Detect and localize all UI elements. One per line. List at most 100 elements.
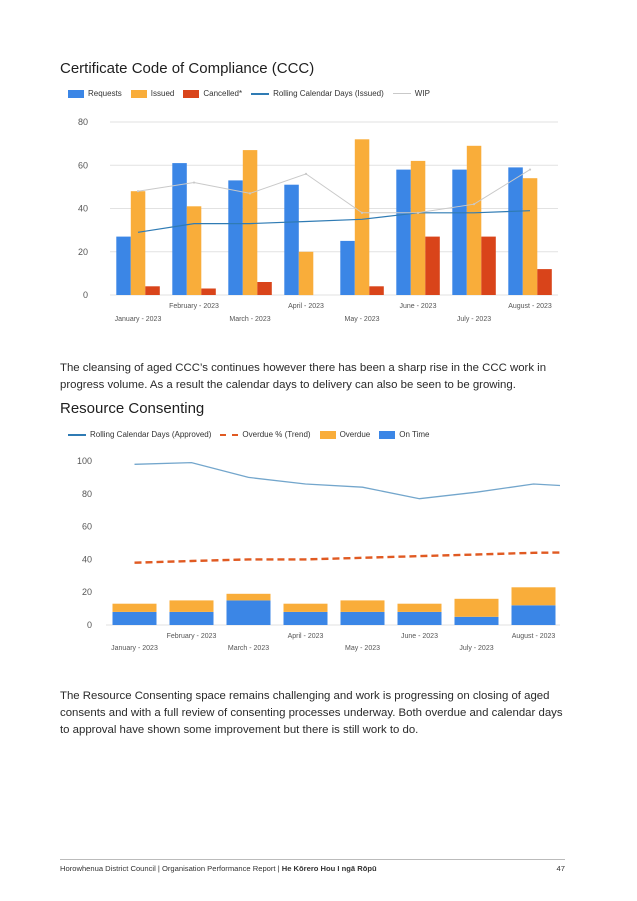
footer-text: Horowhenua District Council | Organisati… xyxy=(60,864,377,873)
x-tick-label: April - 2023 xyxy=(288,633,324,640)
on-time-bar xyxy=(112,611,157,625)
y-tick-label: 60 xyxy=(78,160,88,170)
x-tick-label: March - 2023 xyxy=(229,316,270,323)
y-tick-label: 80 xyxy=(78,117,88,127)
legend-issued: Issued xyxy=(130,89,174,98)
y-tick-label: 40 xyxy=(78,204,88,214)
on-time-bar xyxy=(283,611,328,625)
overdue-bar xyxy=(283,603,328,612)
y-tick-label: 40 xyxy=(82,554,92,564)
y-tick-label: 80 xyxy=(82,489,92,499)
rc-chart: 0 20 40 60 80 100 January - 2023 February - 202… xyxy=(77,456,560,652)
overdue-trend-swatch xyxy=(220,433,239,436)
on-time-bar xyxy=(511,605,556,625)
x-tick-label: April - 2023 xyxy=(288,303,324,310)
x-tick-label: July - 2023 xyxy=(457,316,491,323)
wip-point xyxy=(472,203,476,206)
wip-point xyxy=(416,211,420,214)
cancelled-bar xyxy=(537,269,552,295)
legend-overdue: Overdue xyxy=(319,430,370,439)
y-tick-label: 20 xyxy=(78,247,88,257)
x-tick-label: January - 2023 xyxy=(111,645,158,652)
x-tick-label: August - 2023 xyxy=(512,633,556,640)
issued-bar xyxy=(130,191,146,295)
wip-point xyxy=(248,192,252,195)
legend-ontime: On Time xyxy=(379,430,429,439)
wip-point xyxy=(192,181,196,184)
rolling-issued-swatch xyxy=(251,92,270,95)
requests-bar xyxy=(172,163,187,295)
requests-bar xyxy=(508,167,523,295)
requests-bar xyxy=(340,240,355,295)
legend-overdue-trend: Overdue % (Trend) xyxy=(220,430,311,439)
cancelled-bar xyxy=(369,286,384,295)
legend-rolling-approved: Rolling Calendar Days (Approved) xyxy=(68,430,211,439)
legend-wip: WIP xyxy=(392,89,430,98)
overdue-bar xyxy=(169,600,214,612)
wip-point xyxy=(136,190,140,193)
overdue-trend-line xyxy=(134,551,560,564)
page-number: 47 xyxy=(556,864,565,873)
legend-requests: Requests xyxy=(68,89,122,98)
wip-swatch xyxy=(392,93,411,94)
x-tick-label: February - 2023 xyxy=(167,633,217,640)
overdue-bar xyxy=(511,587,556,606)
cancelled-bar xyxy=(257,282,272,295)
cancelled-swatch xyxy=(183,89,200,98)
cancelled-bar xyxy=(425,236,440,295)
requests-bar xyxy=(228,180,243,295)
requests-swatch xyxy=(68,89,84,98)
x-tick-label: June - 2023 xyxy=(400,303,437,310)
page-footer: Horowhenua District Council | Organisati… xyxy=(60,859,565,873)
rc-paragraph: The Resource Consenting space remains ch… xyxy=(60,690,563,736)
cancelled-bar xyxy=(145,286,160,295)
issued-bar xyxy=(354,139,370,295)
y-tick-label: 0 xyxy=(87,620,92,630)
wip-point xyxy=(360,211,364,214)
issued-bar xyxy=(186,206,202,295)
issued-bar xyxy=(522,178,538,295)
on-time-bar xyxy=(397,611,442,625)
y-tick-label: 0 xyxy=(83,290,88,300)
x-tick-label: August - 2023 xyxy=(508,303,552,310)
x-tick-label: February - 2023 xyxy=(169,303,219,310)
requests-bar xyxy=(396,169,411,295)
overdue-bar xyxy=(226,593,271,601)
cancelled-bar xyxy=(481,236,496,295)
ccc-paragraph: The cleansing of aged CCC’s continues ho… xyxy=(60,362,547,391)
requests-bar xyxy=(452,169,467,295)
overdue-bar xyxy=(340,600,385,612)
legend-cancelled: Cancelled* xyxy=(183,89,242,98)
rc-heading: Resource Consenting xyxy=(60,400,205,417)
issued-bar xyxy=(410,160,426,295)
cancelled-bar xyxy=(201,288,216,295)
x-tick-label: July - 2023 xyxy=(459,645,493,652)
wip-point xyxy=(304,172,308,175)
wip-line xyxy=(137,169,531,214)
overdue-bar xyxy=(454,598,499,617)
overdue-bar xyxy=(112,603,157,612)
rolling-calendar-days-approved-line xyxy=(134,461,560,500)
on-time-bar xyxy=(454,616,499,625)
wip-point xyxy=(528,168,532,171)
ccc-legend: Requests Issued Cancelled* Rolling Calen… xyxy=(68,89,439,98)
rc-legend: Rolling Calendar Days (Approved) Overdue… xyxy=(68,430,438,439)
legend-rolling-issued: Rolling Calendar Days (Issued) xyxy=(251,89,384,98)
ccc-heading: Certificate Code of Compliance (CCC) xyxy=(60,60,315,77)
issued-bar xyxy=(466,145,482,295)
ccc-chart: 0 20 40 60 80 January - 2023 February - 2023 Ma… xyxy=(78,117,558,323)
x-tick-label: May - 2023 xyxy=(344,316,379,323)
x-tick-label: May - 2023 xyxy=(345,645,380,652)
overdue-bar xyxy=(397,603,442,612)
requests-bar xyxy=(116,236,131,295)
on-time-bar xyxy=(226,600,271,625)
footer-bold-title: He Kōrero Hou I ngā Rōpū xyxy=(281,864,377,873)
on-time-bar xyxy=(340,611,385,625)
issued-swatch xyxy=(130,89,147,98)
on-time-bar xyxy=(169,611,214,625)
y-tick-label: 20 xyxy=(82,587,92,597)
rolling-calendar-days-issued-line xyxy=(137,210,531,233)
x-tick-label: June - 2023 xyxy=(401,633,438,640)
overdue-swatch xyxy=(319,430,336,439)
